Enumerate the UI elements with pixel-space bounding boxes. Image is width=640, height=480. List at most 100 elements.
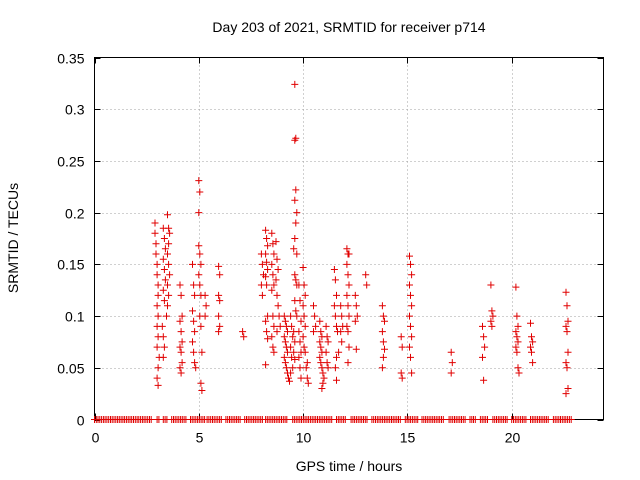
data-point — [154, 381, 162, 389]
data-point — [323, 333, 331, 341]
data-point — [270, 250, 278, 258]
data-point — [301, 291, 309, 299]
data-point — [297, 317, 305, 325]
data-point — [527, 319, 534, 327]
data-point — [345, 250, 353, 258]
data-point — [528, 348, 535, 356]
data-point — [197, 260, 205, 268]
data-point — [299, 264, 307, 271]
data-point — [177, 291, 185, 299]
data-point — [300, 312, 308, 320]
data-point — [280, 353, 288, 361]
y-tick-label: 0.15 — [57, 257, 84, 273]
data-point — [344, 359, 352, 367]
data-point — [513, 333, 521, 341]
data-point — [406, 252, 413, 260]
data-point — [318, 364, 326, 372]
data-point — [197, 379, 205, 387]
data-point — [480, 376, 488, 384]
data-point — [281, 338, 289, 346]
data-point — [268, 229, 276, 237]
data-point — [333, 291, 340, 299]
data-point — [288, 322, 296, 330]
data-point — [344, 302, 352, 310]
data-point — [299, 302, 307, 310]
data-point — [269, 312, 277, 320]
data-point — [351, 317, 359, 325]
data-point — [331, 276, 339, 284]
data-point — [147, 416, 155, 423]
data-point — [330, 266, 338, 273]
data-point — [216, 297, 224, 305]
data-point — [178, 359, 186, 367]
data-point — [280, 333, 288, 341]
data-point — [562, 390, 570, 398]
data-points — [91, 80, 575, 423]
data-point — [379, 353, 387, 361]
data-point — [280, 312, 288, 320]
data-point — [398, 374, 406, 382]
data-point — [408, 369, 416, 377]
data-point — [262, 361, 270, 369]
data-point — [398, 343, 406, 351]
data-point — [287, 343, 295, 351]
data-point — [176, 364, 184, 372]
y-tick-label: 0.3 — [65, 102, 85, 118]
data-point — [263, 281, 271, 289]
data-point — [262, 273, 270, 281]
data-point — [528, 333, 535, 341]
data-point — [195, 209, 203, 217]
data-point — [343, 260, 351, 268]
data-point — [564, 317, 572, 325]
data-point — [333, 322, 340, 330]
data-point — [153, 343, 161, 351]
data-point — [282, 364, 290, 372]
data-point — [379, 312, 387, 320]
x-tick-label: 10 — [296, 430, 312, 446]
data-point — [564, 348, 572, 356]
data-point — [164, 281, 171, 289]
data-point — [320, 374, 328, 382]
data-point — [345, 343, 353, 351]
data-point — [562, 288, 570, 296]
data-point — [198, 348, 206, 356]
data-point — [302, 364, 310, 372]
data-point — [324, 338, 332, 346]
data-point — [406, 343, 413, 351]
data-point — [263, 258, 271, 266]
data-point — [362, 271, 370, 279]
data-point — [562, 359, 570, 367]
data-point — [345, 281, 353, 289]
data-point — [160, 266, 168, 273]
data-point — [319, 369, 327, 377]
data-point — [333, 353, 340, 361]
data-point — [343, 291, 351, 299]
data-point — [344, 271, 352, 279]
y-tick-label: 0.35 — [57, 51, 84, 67]
data-point — [378, 364, 386, 372]
data-point — [330, 302, 338, 310]
data-point — [153, 374, 161, 382]
data-point — [564, 385, 572, 392]
data-point — [151, 229, 159, 237]
data-point — [195, 242, 203, 250]
chart-title: Day 203 of 2021, SRMTID for receiver p71… — [212, 19, 485, 35]
data-point — [190, 281, 198, 289]
y-tick-label: 0 — [77, 413, 85, 429]
data-point — [379, 338, 387, 346]
data-point — [527, 343, 534, 351]
data-point — [177, 369, 185, 377]
data-point — [480, 333, 488, 341]
axis-ticks: 0 0.05 0.1 0.15 0.2 0.25 0.3 0.35 0 5 10 15 20 — [57, 51, 604, 446]
data-point — [165, 240, 173, 248]
data-point — [153, 271, 161, 279]
data-point — [165, 291, 173, 299]
data-point — [291, 80, 299, 88]
data-point — [488, 322, 496, 330]
data-point — [299, 333, 307, 341]
data-point — [216, 322, 224, 330]
data-point — [284, 348, 291, 356]
data-point — [303, 374, 311, 382]
data-point — [345, 312, 353, 320]
data-point — [215, 312, 223, 320]
